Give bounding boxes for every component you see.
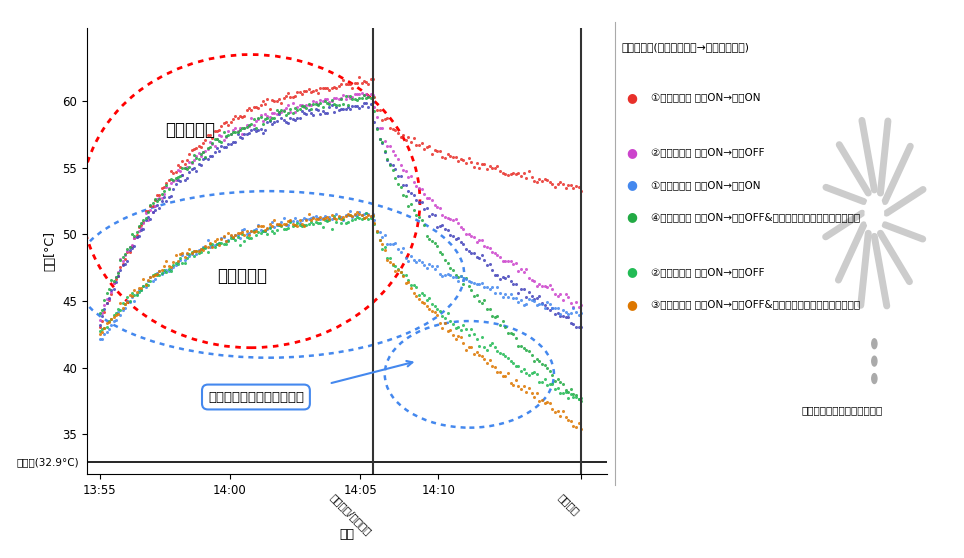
Text: ④スマホ裏面 電源ON→電源OFF&モバイル扇風機（表面を冷却）: ④スマホ裏面 電源ON→電源OFF&モバイル扇風機（表面を冷却） (651, 212, 860, 222)
Text: ②スマホ表面 電源ON→電源OFF: ②スマホ表面 電源ON→電源OFF (651, 267, 764, 277)
Text: ●: ● (627, 210, 637, 224)
Text: 外気温(32.9°C): 外気温(32.9°C) (16, 458, 79, 467)
Circle shape (819, 109, 929, 318)
Text: ①スマホ裏面 電源ON→電源ON: ①スマホ裏面 電源ON→電源ON (651, 93, 761, 103)
Text: 実験終了/冷却開始: 実験終了/冷却開始 (328, 492, 373, 537)
Bar (864, 309, 885, 402)
Text: 空冷にモバイル扇風機を活用: 空冷にモバイル扇風機を活用 (801, 405, 882, 415)
Text: ●: ● (627, 146, 637, 159)
Text: ●: ● (627, 178, 637, 191)
Circle shape (871, 339, 877, 349)
Text: ②スマホ裏面 電源ON→電源OFF: ②スマホ裏面 電源ON→電源OFF (651, 147, 764, 157)
Text: スマホ裏面: スマホ裏面 (165, 121, 215, 138)
Text: ●: ● (627, 297, 637, 311)
Y-axis label: 温度[°C]: 温度[°C] (43, 231, 57, 271)
Text: 空冷することで早く冷える: 空冷することで早く冷える (208, 391, 304, 403)
Circle shape (866, 196, 883, 230)
Text: 温度ラベル(実験開始条件→冷却開始条件): 温度ラベル(実験開始条件→冷却開始条件) (622, 42, 750, 52)
Text: スマホ表面: スマホ表面 (217, 267, 267, 285)
Circle shape (871, 356, 877, 366)
Text: ①スマホ表面 電源ON→電源ON: ①スマホ表面 電源ON→電源ON (651, 180, 761, 190)
Text: ③スマホ表面 電源ON→電源OFF&モバイル扇風機（表面を冷却）: ③スマホ表面 電源ON→電源OFF&モバイル扇風機（表面を冷却） (651, 299, 860, 309)
Text: ●: ● (627, 265, 637, 278)
Circle shape (871, 374, 877, 383)
Text: ●: ● (627, 91, 637, 104)
X-axis label: 時間: 時間 (339, 527, 355, 541)
Text: 冷却終了: 冷却終了 (556, 492, 581, 517)
